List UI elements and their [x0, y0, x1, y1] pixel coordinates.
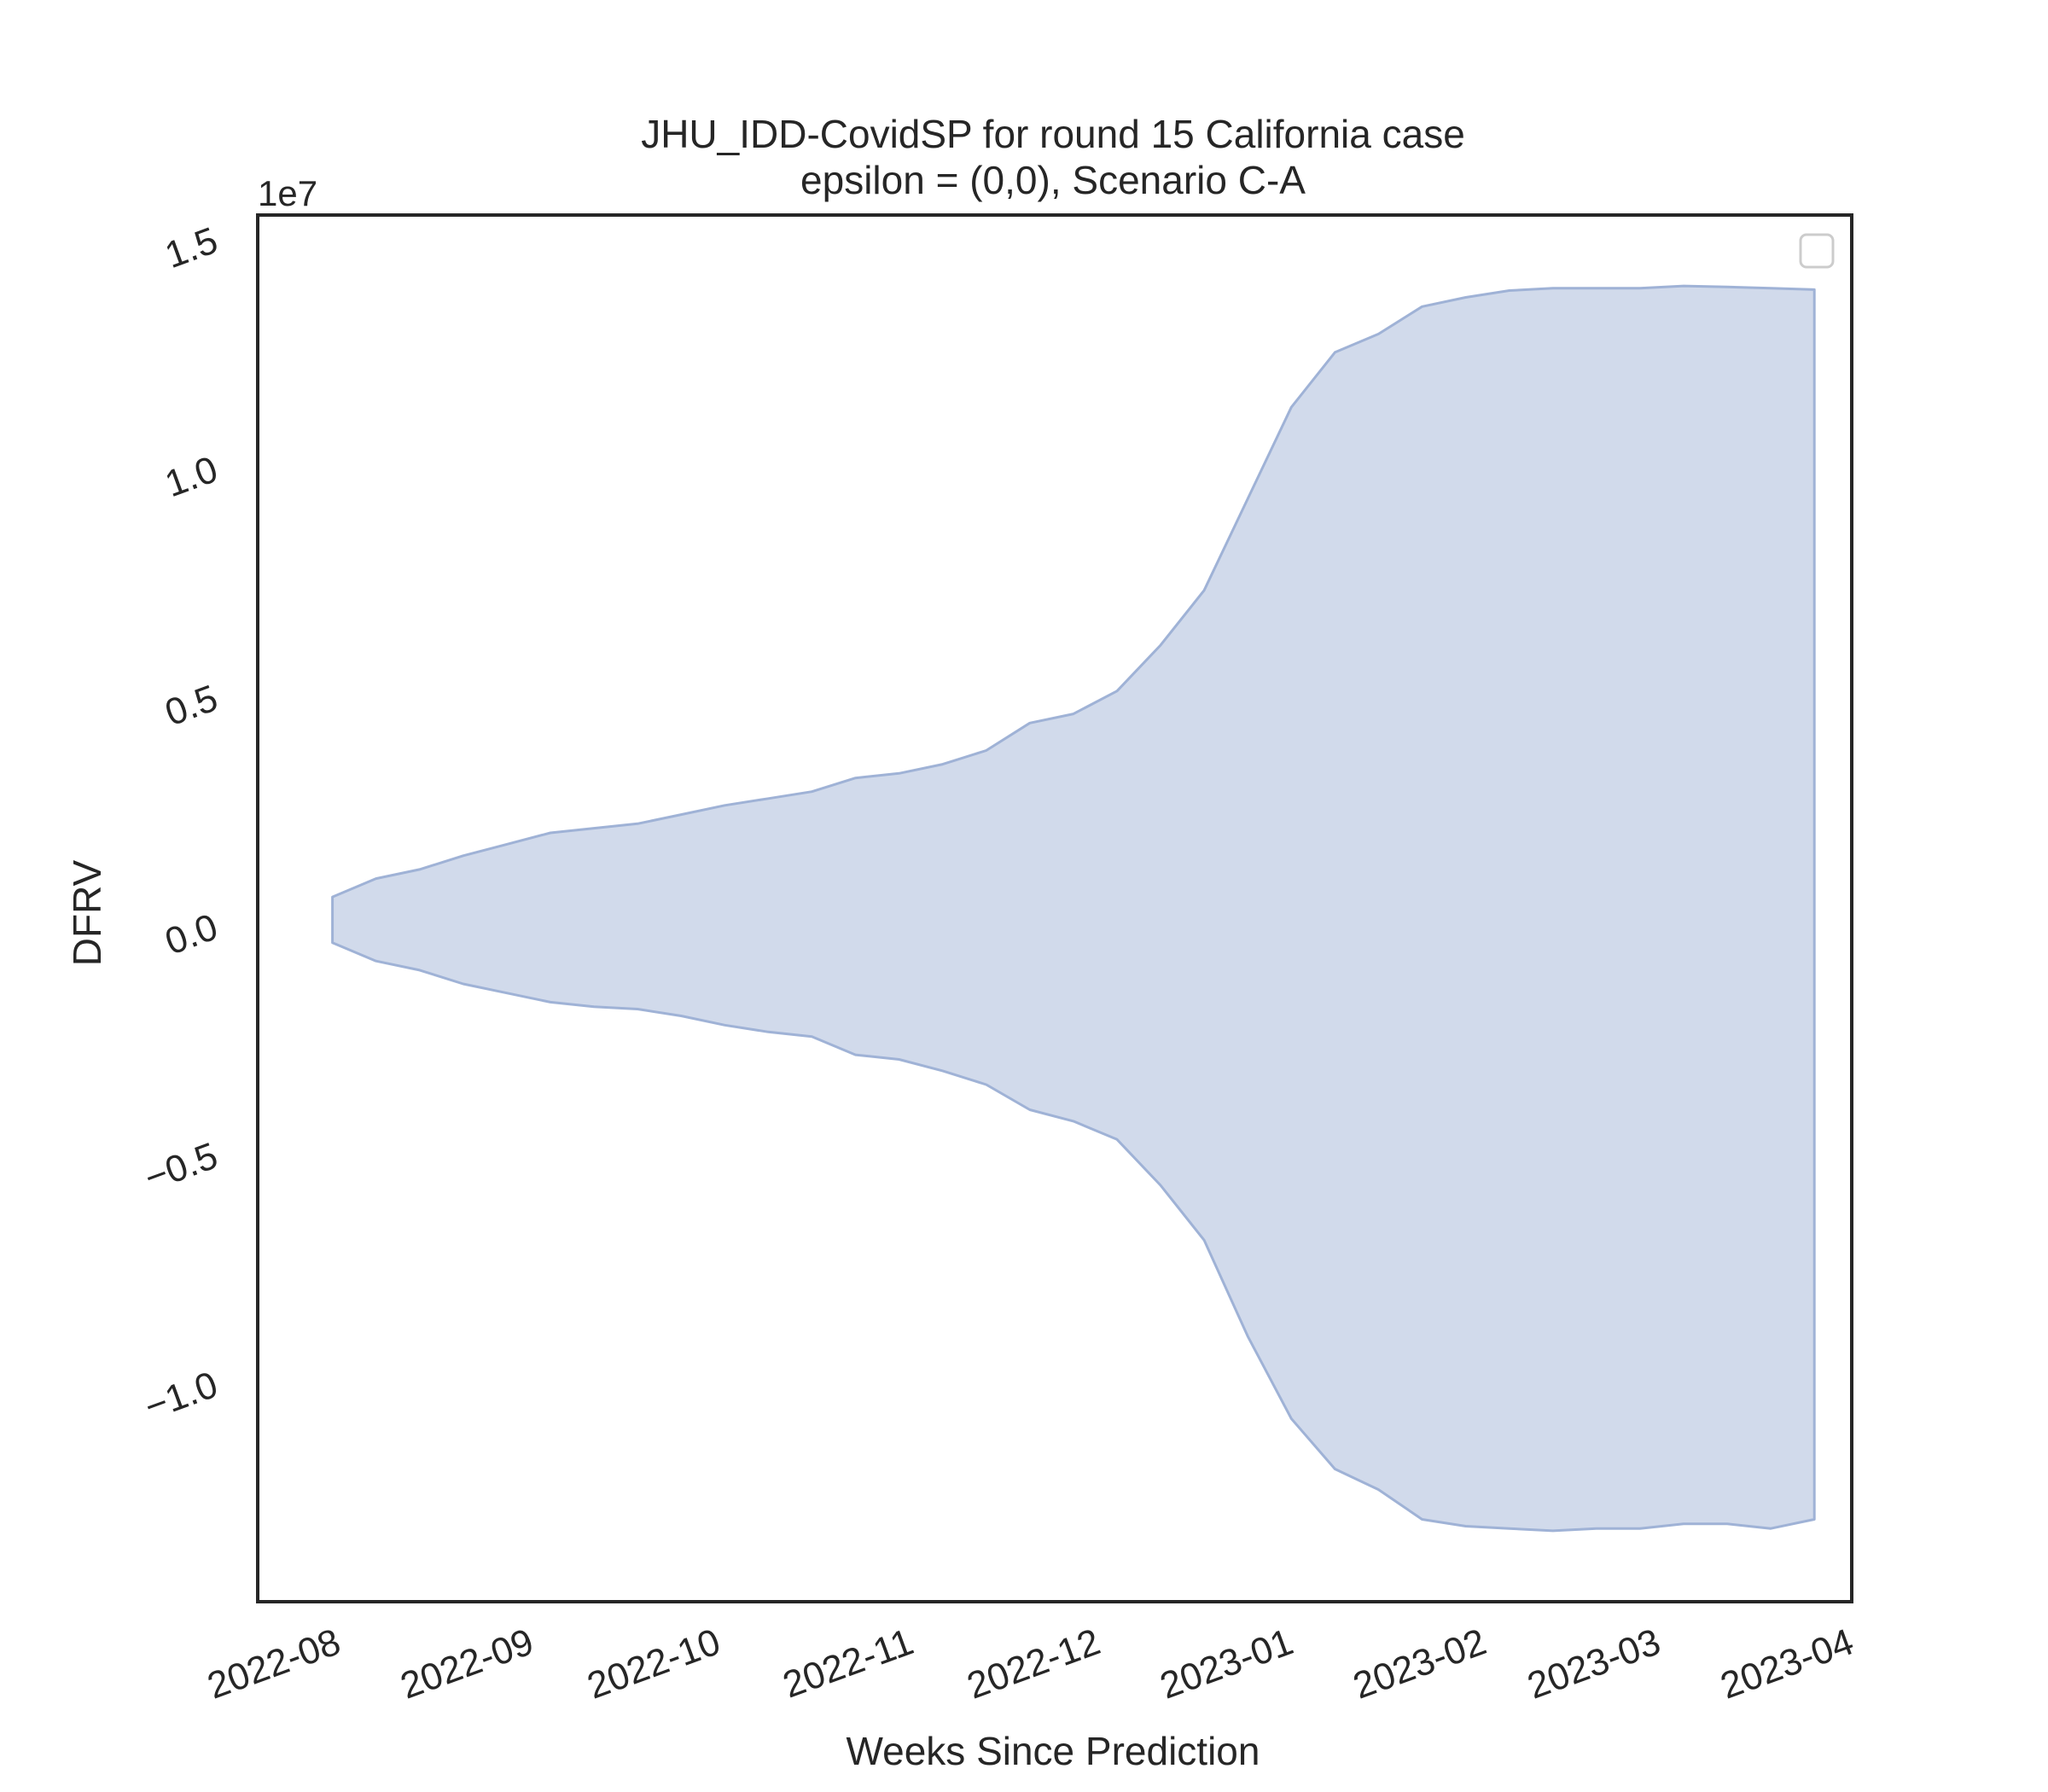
- y-tick-label: 0.5: [160, 677, 223, 734]
- x-tick-label: 2022-12: [962, 1620, 1106, 1707]
- chart-title: JHU_IDD-CovidSP for round 15 California …: [641, 112, 1465, 156]
- plot-area: [331, 284, 1816, 1533]
- y-tick-label: 1.5: [160, 219, 223, 276]
- x-tick-label: 2023-04: [1715, 1620, 1859, 1707]
- x-axis-ticks: 2022-08 2022-09 2022-10 2022-11 2022-12 2023-…: [202, 1620, 1859, 1707]
- y-tick-label: 1.0: [160, 448, 223, 505]
- y-axis-ticks: −1.0 −0.5 0.0 0.5 1.0 1.5: [139, 219, 223, 1428]
- x-tick-label: 2023-02: [1347, 1620, 1492, 1707]
- x-tick-label: 2022-10: [582, 1620, 726, 1707]
- y-offset-label: 1e7: [258, 173, 317, 213]
- x-axis-label: Weeks Since Prediction: [847, 1729, 1260, 1773]
- x-tick-label: 2023-03: [1522, 1620, 1667, 1707]
- x-tick-label: 2023-01: [1155, 1620, 1299, 1707]
- uncertainty-band-0: [331, 284, 1816, 1533]
- x-tick-label: 2022-08: [202, 1620, 346, 1707]
- x-tick-label: 2022-09: [395, 1620, 539, 1707]
- y-axis-label: DFRV: [65, 859, 109, 966]
- y-tick-label: 0.0: [160, 906, 223, 963]
- x-tick-label: 2022-11: [777, 1620, 918, 1706]
- y-tick-label: −1.0: [139, 1364, 223, 1428]
- plot-frame: [256, 213, 1853, 1603]
- y-tick-label: −0.5: [139, 1135, 223, 1200]
- chart-subtitle: epsilon = (0,0), Scenario C-A: [800, 158, 1306, 202]
- legend-box: [1799, 233, 1835, 269]
